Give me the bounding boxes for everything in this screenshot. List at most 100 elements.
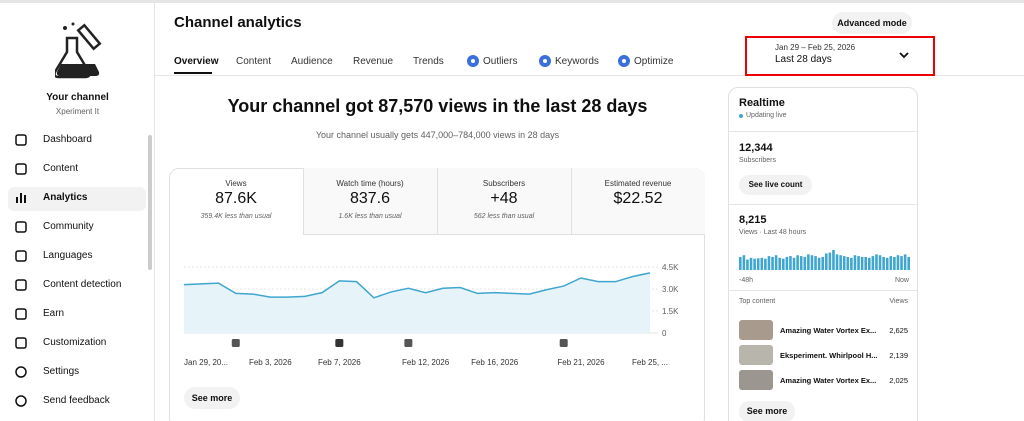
- thumbnail: [739, 370, 773, 390]
- bar: [900, 256, 903, 270]
- nav-icon: [15, 395, 27, 407]
- bar: [889, 256, 893, 270]
- video-title[interactable]: Eksperiment. Whirlpool H...: [780, 351, 878, 360]
- metric-note: 359.4K less than usual: [200, 213, 272, 220]
- bar: [746, 259, 749, 270]
- metric-label: Subscribers: [482, 179, 526, 188]
- nav-selected: [8, 187, 146, 211]
- bar: [896, 255, 900, 270]
- video-views: 2,625: [889, 326, 908, 335]
- divider: [728, 290, 918, 291]
- nav-item[interactable]: Content: [43, 163, 79, 174]
- see-more-button[interactable]: See more: [184, 387, 240, 409]
- metric-value: 837.6: [349, 190, 391, 207]
- bar: [756, 258, 760, 270]
- bar: [817, 257, 821, 270]
- metric-label: Views: [225, 179, 247, 188]
- x-tick-label: Feb 25, ...: [632, 358, 668, 367]
- video-title[interactable]: Amazing Water Vortex Ex...: [780, 326, 877, 335]
- metric-value: +48: [490, 190, 518, 207]
- video-views: 2,139: [889, 351, 908, 360]
- nav-icon: [15, 250, 27, 262]
- bar: [864, 256, 867, 270]
- y-tick-label: 0: [662, 329, 667, 338]
- see-more-button[interactable]: See more: [739, 401, 795, 421]
- x-tick-label: Feb 12, 2026: [402, 358, 450, 367]
- bar: [771, 256, 774, 270]
- tab[interactable]: Content: [236, 56, 272, 67]
- live-count-button[interactable]: See live count: [739, 175, 812, 195]
- metric-tile[interactable]: [571, 168, 705, 235]
- realtime-card: [728, 87, 918, 421]
- date-picker[interactable]: [745, 36, 935, 76]
- bar: [825, 253, 828, 270]
- tab[interactable]: Outliers: [483, 56, 518, 67]
- x-tick-label: Jan 29, 20...: [184, 358, 228, 367]
- bar: [803, 256, 807, 270]
- nav-icon: [15, 366, 27, 378]
- date-range: Jan 29 – Feb 25, 2026: [775, 43, 856, 52]
- metric-value: 87.6K: [215, 190, 257, 207]
- top-content-label: Top content: [739, 298, 776, 305]
- channel-name: Your channel: [46, 92, 109, 103]
- x-tick-label: Feb 7, 2026: [318, 358, 361, 367]
- bar: [807, 254, 810, 270]
- nav-item[interactable]: Send feedback: [43, 395, 110, 406]
- divider: [728, 204, 918, 205]
- y-tick-label: 1.5K: [662, 307, 679, 316]
- tab[interactable]: Revenue: [353, 56, 394, 67]
- nav-item[interactable]: Customization: [43, 337, 107, 348]
- advanced-mode-button[interactable]: Advanced mode: [832, 12, 912, 34]
- realtime-title: Realtime: [739, 97, 785, 109]
- x-tick-label: Feb 3, 2026: [249, 358, 292, 367]
- nav-icon: [16, 193, 26, 203]
- bar: [839, 255, 842, 270]
- bar: [850, 257, 853, 270]
- bar: [810, 255, 814, 270]
- nav-item[interactable]: Languages: [43, 250, 93, 261]
- tab[interactable]: Audience: [291, 56, 333, 67]
- metric-tile[interactable]: [437, 168, 571, 235]
- metric-label: Estimated revenue: [604, 179, 672, 188]
- axis-start: -48h: [739, 277, 754, 284]
- video-marker: [335, 339, 344, 347]
- tab[interactable]: Overview: [174, 56, 219, 67]
- channel-handle: Xperiment It: [55, 107, 100, 116]
- nav-item[interactable]: Settings: [43, 366, 80, 377]
- tab[interactable]: Keywords: [555, 56, 599, 67]
- y-tick-label: 4.5K: [662, 263, 679, 272]
- sidebar-border: [154, 0, 155, 421]
- x-tick-label: Feb 21, 2026: [557, 358, 605, 367]
- tab-underline: [174, 72, 212, 74]
- metric-value: $22.52: [613, 190, 663, 207]
- nav-item[interactable]: Analytics: [43, 192, 88, 203]
- bar: [796, 255, 799, 270]
- bar: [853, 255, 857, 270]
- area: [184, 272, 650, 333]
- nav-item[interactable]: Content detection: [43, 279, 122, 290]
- bar: [842, 256, 846, 270]
- bar: [868, 257, 871, 270]
- tab[interactable]: Optimize: [634, 56, 674, 67]
- bar: [785, 256, 789, 270]
- bar: [760, 257, 764, 270]
- tab-icon: [618, 55, 630, 67]
- nav-item[interactable]: Earn: [43, 308, 65, 319]
- views-label: Views · Last 48 hours: [739, 229, 807, 236]
- bar: [871, 256, 875, 270]
- headline: Your channel got 87,570 views in the las…: [227, 96, 648, 116]
- realtime-views: 8,215: [739, 214, 767, 226]
- nav-item[interactable]: Community: [43, 221, 94, 232]
- bar: [893, 256, 896, 270]
- bar: [739, 256, 742, 270]
- y-tick-label: 3.0K: [662, 285, 679, 294]
- metric-tile[interactable]: [303, 168, 437, 235]
- nav-item[interactable]: Dashboard: [43, 134, 92, 145]
- nav-icon: [15, 337, 27, 349]
- channel-logo: [55, 22, 102, 79]
- tab-icon: [467, 55, 479, 67]
- bar: [742, 255, 746, 270]
- tab[interactable]: Trends: [413, 56, 444, 67]
- video-title[interactable]: Amazing Water Vortex Ex...: [780, 376, 877, 385]
- bar: [903, 254, 907, 270]
